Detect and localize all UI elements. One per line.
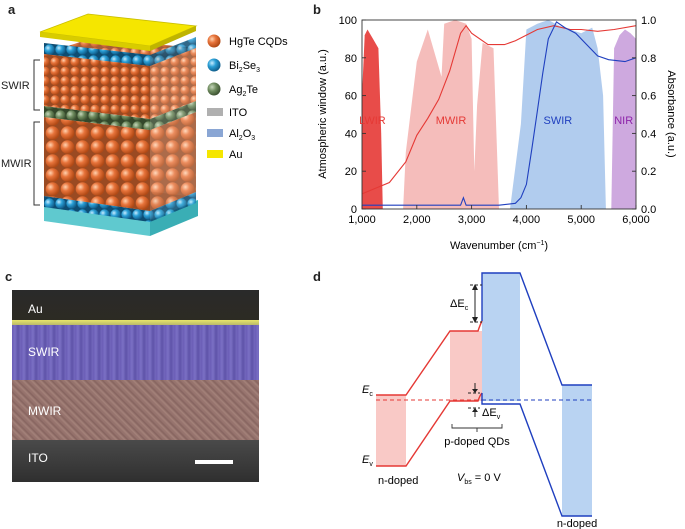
y-axis-left-label: Atmospheric window (a.u.) <box>317 49 329 179</box>
x-axis-label: Wavenumber (cm−1) <box>450 240 548 252</box>
panel-letter-b: b <box>313 2 321 17</box>
device-schematic: SWIR MWIR HgTe CQDs Bi2Se3 Ag2Te ITO Al2… <box>1 13 288 236</box>
legend-bi2se3-label: Bi2Se3 <box>229 60 260 74</box>
sem-cross-section: Au SWIR MWIR ITO <box>12 290 259 482</box>
sem-au-film <box>12 320 259 325</box>
x-tick-label: 6,000 <box>622 214 650 226</box>
y-right-tick-label: 0.4 <box>641 128 656 140</box>
mwir-block-side <box>150 112 196 211</box>
n-doped-right-label: n-doped <box>557 518 597 529</box>
p-doped-label: p-doped QDs <box>444 436 510 448</box>
p-doped-region <box>450 331 482 401</box>
legend-ag2te-marker <box>207 82 221 96</box>
sem-layer-au <box>12 290 259 324</box>
plot-frame <box>361 19 637 210</box>
legend-ito-marker <box>207 108 223 116</box>
legend-al2o3-label: Al2O3 <box>229 128 255 142</box>
scale-bar <box>195 460 233 464</box>
mwir-side-label: MWIR <box>1 158 32 170</box>
blue-conduction-band <box>481 272 592 386</box>
legend-au-label: Au <box>229 149 242 161</box>
swir-block-side <box>150 48 196 119</box>
sem-label-ito: ITO <box>28 451 48 465</box>
panel-letter-a: a <box>8 2 16 17</box>
sem-layer-swir <box>12 325 259 380</box>
y-left-tick-label: 100 <box>339 15 357 27</box>
band-label-nir: NIR <box>614 115 633 127</box>
y-right-tick-label: 0.6 <box>641 91 656 103</box>
legend-au-marker <box>207 150 223 158</box>
legend-hgte-label: HgTe CQDs <box>229 36 288 48</box>
y-right-tick-label: 0.2 <box>641 166 656 178</box>
y-right-tick-label: 0.0 <box>641 204 656 216</box>
substrate-side <box>150 200 198 236</box>
band-swir <box>510 20 606 209</box>
x-tick-label: 1,000 <box>348 214 376 226</box>
y-left-tick-label: 80 <box>345 53 357 65</box>
legend-bi2se3-marker <box>207 58 221 72</box>
band-label-mwir: MWIR <box>436 115 467 127</box>
y-left-tick-label: 20 <box>345 166 357 178</box>
sem-label-au: Au <box>28 302 43 316</box>
ec-label: Ec <box>362 384 373 398</box>
swir-side-label: SWIR <box>1 80 30 92</box>
x-tick-label: 2,000 <box>403 214 431 226</box>
legend-hgte-marker <box>207 34 221 48</box>
substrate-front <box>44 205 150 236</box>
au-plate-top <box>39 13 198 47</box>
swir-bracket <box>33 59 40 111</box>
y-left-tick-label: 0 <box>351 204 357 216</box>
n-doped-right-region <box>562 385 592 516</box>
ag2te-row <box>44 106 150 130</box>
band-mwir <box>403 20 499 209</box>
y-right-tick-label: 1.0 <box>641 15 656 27</box>
band-diagram: ΔEc ΔEv Ec Ev n-doped p-doped QDs Vbs = … <box>362 272 597 529</box>
n-doped-left-label: n-doped <box>378 475 418 487</box>
y-left-tick-label: 40 <box>345 128 357 140</box>
swir-qd-region <box>482 273 520 401</box>
y-right-tick-label: 0.8 <box>641 53 656 65</box>
y-axis-right-label: Absorbance (a.u.) <box>665 70 677 157</box>
delta-ev-label: ΔEv <box>482 407 501 421</box>
swir-block-front <box>44 54 150 119</box>
mwir-bracket <box>33 121 40 206</box>
x-tick-label: 4,000 <box>513 214 541 226</box>
mwir-block-front <box>44 117 150 211</box>
panel-letter-c: c <box>5 269 13 284</box>
series-line-mwir <box>361 24 637 195</box>
legend-ito-label: ITO <box>229 107 248 119</box>
p-doped-bracket <box>451 424 503 432</box>
band-nir <box>611 29 636 209</box>
band-label-lwir: LWIR <box>359 115 386 127</box>
legend-al2o3-marker <box>207 129 223 137</box>
legend: HgTe CQDs Bi2Se3 Ag2Te ITO Al2O3 Au <box>207 34 288 161</box>
band-lwir <box>362 29 383 209</box>
delta-ec-label: ΔEc <box>450 298 469 312</box>
series-line-swir <box>362 21 637 206</box>
n-doped-left-region <box>376 395 406 466</box>
y-left-tick-label: 60 <box>345 91 357 103</box>
sem-layer-mwir <box>12 380 259 440</box>
sem-label-swir: SWIR <box>28 345 60 359</box>
panel-letter-d: d <box>313 269 321 284</box>
x-tick-label: 5,000 <box>567 214 595 226</box>
ev-label: Ev <box>362 454 373 468</box>
legend-ag2te-label: Ag2Te <box>229 84 258 98</box>
band-label-swir: SWIR <box>544 115 573 127</box>
x-tick-label: 3,000 <box>458 214 486 226</box>
vbs-label: Vbs = 0 V <box>457 472 501 486</box>
absorbance-chart: 1,000 2,000 3,000 4,000 5,000 6,000 0 20 40 60 80 1… <box>317 15 677 252</box>
sem-label-mwir: MWIR <box>28 404 62 418</box>
